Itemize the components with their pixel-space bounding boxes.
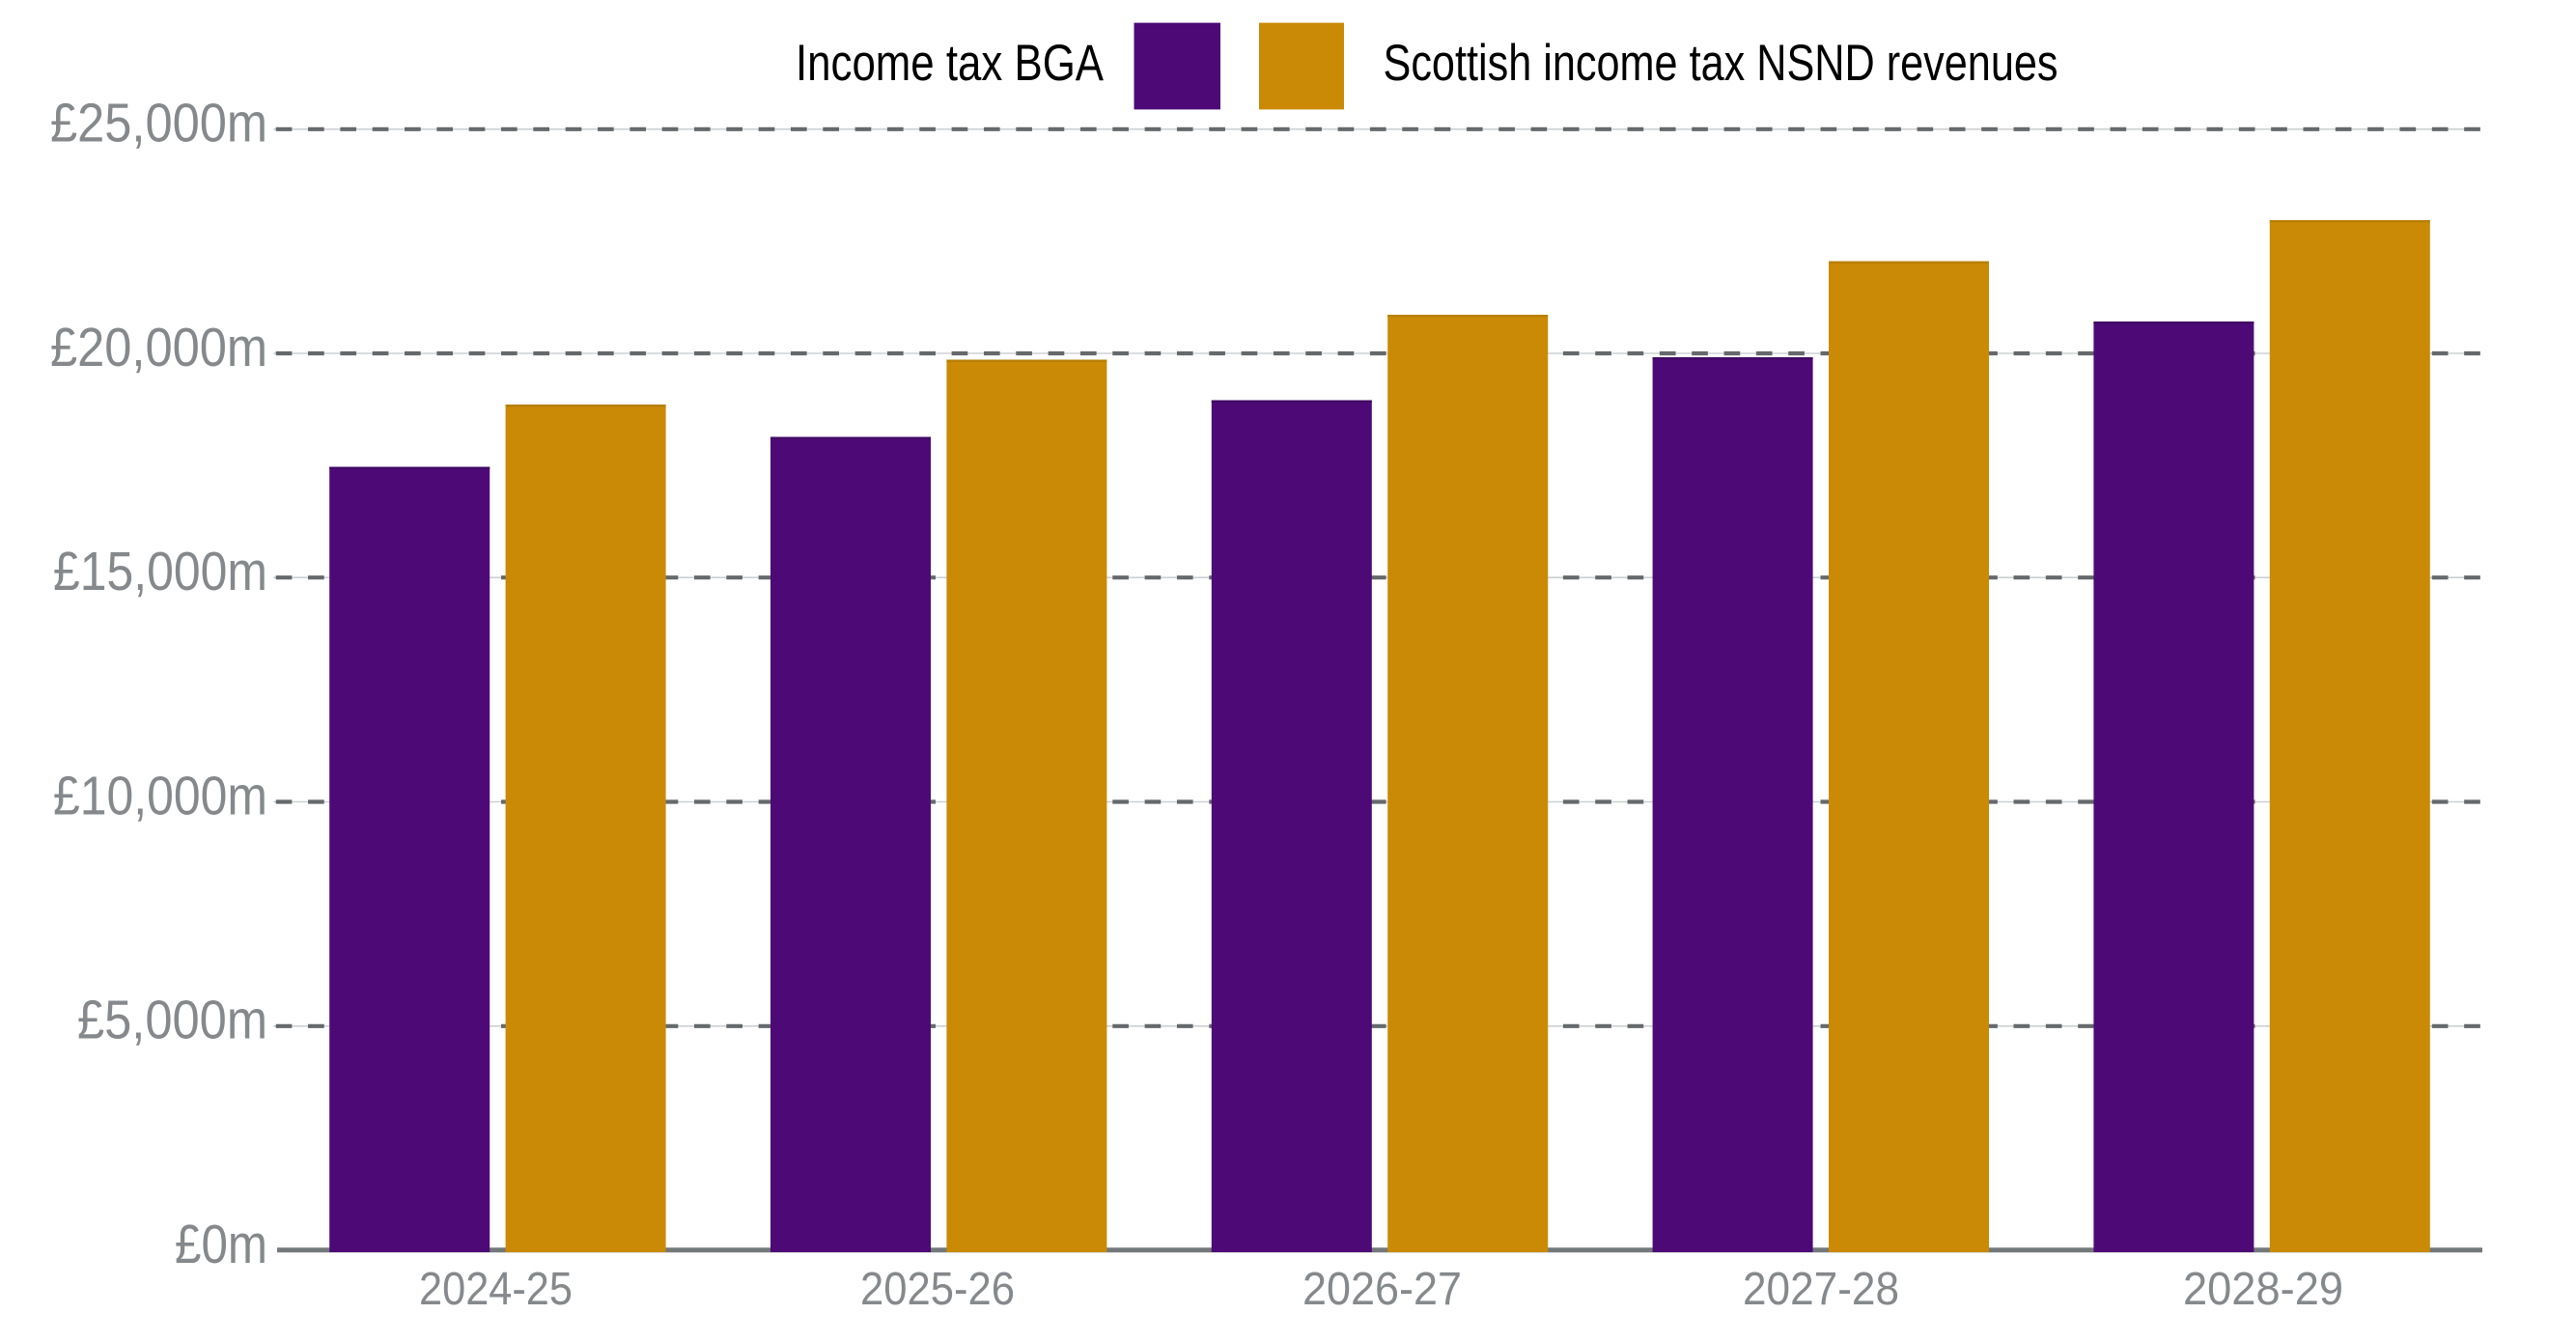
svg-text:2026-27: 2026-27 bbox=[1302, 1264, 1462, 1315]
svg-text:Scottish income tax NSND reven: Scottish income tax NSND revenues bbox=[1384, 35, 2058, 92]
svg-text:2024-25: 2024-25 bbox=[419, 1264, 573, 1315]
svg-text:Income tax BGA: Income tax BGA bbox=[796, 35, 1105, 92]
svg-text:2025-26: 2025-26 bbox=[860, 1264, 1015, 1315]
svg-text:£20,000m: £20,000m bbox=[50, 317, 267, 378]
svg-text:£0m: £0m bbox=[175, 1214, 267, 1275]
svg-text:£15,000m: £15,000m bbox=[53, 541, 267, 602]
svg-text:2027-28: 2027-28 bbox=[1743, 1264, 1899, 1315]
svg-text:£25,000m: £25,000m bbox=[50, 93, 267, 154]
svg-text:£10,000m: £10,000m bbox=[53, 765, 267, 826]
svg-text:£5,000m: £5,000m bbox=[77, 990, 267, 1051]
svg-text:2028-29: 2028-29 bbox=[2183, 1264, 2343, 1315]
